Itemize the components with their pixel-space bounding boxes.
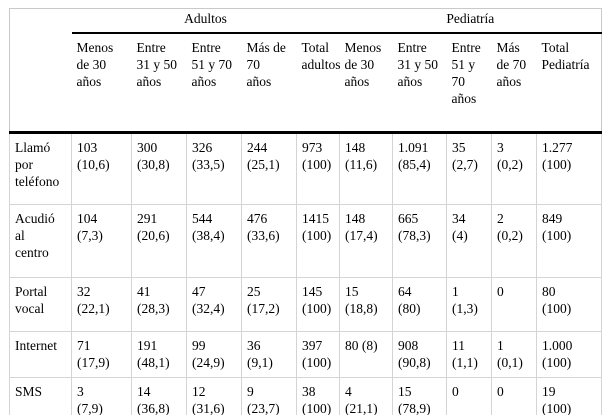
data-cell: 15 (18,8) <box>339 277 394 332</box>
data-cell: 25 (17,2) <box>241 277 297 332</box>
column-header: Entre 51 y 70 años <box>446 33 492 134</box>
table-row: Llamó por teléfono 103 (10,6) 300 (30,8)… <box>9 132 603 205</box>
column-header: Entre 31 y 50 años <box>131 33 187 134</box>
data-cell: 291 (20,6) <box>131 204 187 278</box>
data-cell: 41 (28,3) <box>131 277 187 332</box>
data-cell: 148 (11,6) <box>339 132 394 205</box>
data-cell: 4 (21,1) <box>339 377 394 415</box>
table-row: Internet 71 (17,9) 191 (48,1) 99 (24,9) … <box>9 331 603 378</box>
data-cell: 476 (33,6) <box>241 204 297 278</box>
data-cell: 1415 (100) <box>295 204 341 278</box>
column-header: Total adultos <box>296 33 340 134</box>
data-cell: 665 (78,3) <box>392 204 448 278</box>
column-header: Menos de 30 años <box>71 33 132 134</box>
row-label: Internet <box>9 331 72 378</box>
data-cell: 326 (33,5) <box>186 132 242 205</box>
data-cell: 1.277 (100) <box>536 132 603 205</box>
data-cell: 244 (25,1) <box>241 132 297 205</box>
table-row: Acudió al centro 104 (7,3) 291 (20,6) 54… <box>9 204 603 278</box>
data-cell: 47 (32,4) <box>186 277 242 332</box>
data-cell: 908 (90,8) <box>392 331 448 378</box>
data-cell: 397 (100) <box>295 331 341 378</box>
row-label: Llamó por teléfono <box>9 132 72 205</box>
column-header: Más de 70 años <box>241 33 297 134</box>
data-cell: 1 (1,3) <box>446 277 493 332</box>
data-cell: 9 (23,7) <box>241 377 297 415</box>
column-header: Entre 51 y 70 años <box>186 33 242 134</box>
column-header: Total Pediatría <box>536 33 602 134</box>
data-cell: 0 <box>491 377 538 415</box>
data-cell: 38 (100) <box>295 377 341 415</box>
data-cell: 544 (38,4) <box>186 204 242 278</box>
column-header: Menos de 30 años <box>339 33 393 134</box>
data-cell: 1 (0,1) <box>491 331 538 378</box>
data-cell: 80 (100) <box>536 277 603 332</box>
data-cell: 1.091 (85,4) <box>392 132 448 205</box>
data-cell: 11 (1,1) <box>446 331 493 378</box>
column-header-row: Menos de 30 años Entre 31 y 50 años Entr… <box>9 33 602 134</box>
data-cell: 99 (24,9) <box>186 331 242 378</box>
group-header-adultos: Adultos <box>71 8 340 34</box>
data-cell: 2 (0,2) <box>491 204 538 278</box>
row-label: SMS <box>9 377 72 415</box>
data-cell: 104 (7,3) <box>71 204 132 278</box>
data-cell: 34 (4) <box>446 204 493 278</box>
table-row: Portal vocal 32 (22,1) 41 (28,3) 47 (32,… <box>9 277 603 332</box>
data-cell: 191 (48,1) <box>131 331 187 378</box>
data-cell: 0 <box>446 377 493 415</box>
row-label: Portal vocal <box>9 277 72 332</box>
data-cell: 35 (2,7) <box>446 132 493 205</box>
data-cell: 1.000 (100) <box>536 331 603 378</box>
data-cell: 80 (8) <box>339 331 394 378</box>
data-cell: 0 <box>491 277 538 332</box>
data-cell: 973 (100) <box>295 132 341 205</box>
group-header-pediatria: Pediatría <box>339 8 602 34</box>
data-cell: 103 (10,6) <box>71 132 132 205</box>
contact-methods-table: Adultos Pediatría Menos de 30 años Entre… <box>9 8 603 415</box>
group-header-row: Adultos Pediatría <box>10 8 602 34</box>
data-cell: 36 (9,1) <box>241 331 297 378</box>
column-header: Entre 31 y 50 años <box>392 33 447 134</box>
data-cell: 64 (80) <box>392 277 448 332</box>
data-cell: 3 (7,9) <box>71 377 132 415</box>
data-cell: 15 (78,9) <box>392 377 448 415</box>
data-cell: 849 (100) <box>536 204 603 278</box>
table-row: SMS 3 (7,9) 14 (36,8) 12 (31,6) 9 (23,7)… <box>9 377 603 415</box>
corner-cell <box>10 9 72 34</box>
corner-cell-2 <box>9 33 72 134</box>
data-cell: 14 (36,8) <box>131 377 187 415</box>
data-cell: 19 (100) <box>536 377 603 415</box>
data-cell: 12 (31,6) <box>186 377 242 415</box>
data-cell: 145 (100) <box>295 277 341 332</box>
column-header: Más de 70 años <box>491 33 537 134</box>
data-cell: 71 (17,9) <box>71 331 132 378</box>
row-label: Acudió al centro <box>9 204 72 278</box>
data-cell: 148 (17,4) <box>339 204 394 278</box>
data-cell: 300 (30,8) <box>131 132 187 205</box>
data-cell: 3 (0,2) <box>491 132 538 205</box>
data-cell: 32 (22,1) <box>71 277 132 332</box>
